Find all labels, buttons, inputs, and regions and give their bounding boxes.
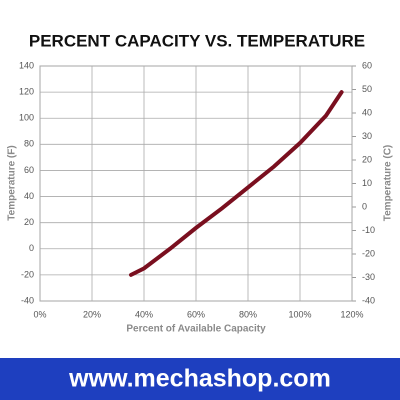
line-series	[129, 90, 344, 277]
x-axis-label: Percent of Available Capacity	[126, 324, 266, 335]
y2-tick-label: 30	[362, 131, 372, 141]
x-tick-label: 40%	[135, 309, 153, 319]
y-tick-label: 140	[19, 60, 34, 70]
y2-tick-label: 20	[362, 154, 372, 164]
y2-tick-label: 10	[362, 178, 372, 188]
y2-tick-label: 40	[362, 107, 372, 117]
y-tick-label: 20	[24, 217, 34, 227]
x-tick-label: 60%	[187, 309, 205, 319]
y2-tick-label: -40	[362, 295, 375, 305]
x-tick-label: 0%	[33, 309, 46, 319]
x-tick-label: 100%	[288, 309, 311, 319]
y2-tick-label: 50	[362, 84, 372, 94]
banner	[0, 358, 400, 400]
banner-text: www.mechashop.com	[68, 365, 331, 393]
y2-tick-label: 0	[362, 201, 367, 211]
y-axis-label: Temperature (F)	[7, 145, 18, 220]
y2-tick-label: -20	[362, 248, 375, 258]
y2-tick-label: -30	[362, 272, 375, 282]
x-tick-label: 80%	[239, 309, 257, 319]
x-tick-label: 20%	[83, 309, 101, 319]
x-tick-label: 120%	[340, 309, 363, 319]
y-tick-label: 100	[19, 113, 34, 123]
y-tick-label: 60	[24, 165, 34, 175]
chart-title: PERCENT CAPACITY VS. TEMPERATURE	[29, 31, 365, 50]
y-tick-label: -40	[21, 295, 34, 305]
y-tick-label: 40	[24, 191, 34, 201]
y-tick-label: 120	[19, 86, 34, 96]
y-tick-label: -20	[21, 269, 34, 279]
y2-tick-label: 60	[362, 60, 372, 70]
y-tick-label: 0	[29, 243, 34, 253]
y-tick-label: 80	[24, 139, 34, 149]
y2-tick-label: -10	[362, 225, 375, 235]
y2-axis-label: Temperature (C)	[383, 145, 394, 222]
